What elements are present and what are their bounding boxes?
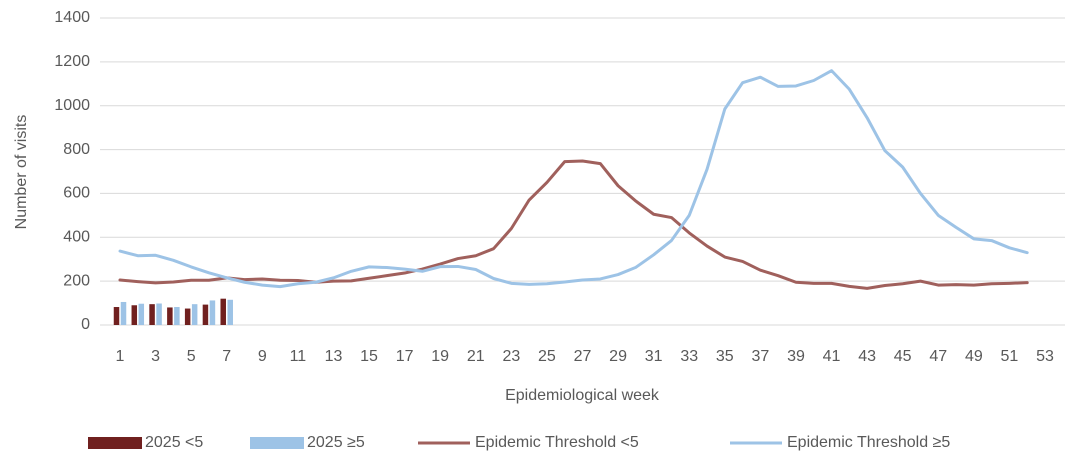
y-tick-label: 400 <box>63 229 90 246</box>
y-tick-label: 600 <box>63 185 90 202</box>
y-tick-label: 1400 <box>54 9 90 26</box>
y-tick-label: 800 <box>63 141 90 158</box>
bar <box>227 299 233 325</box>
x-tick-label: 1 <box>116 348 125 365</box>
bar <box>138 303 145 325</box>
x-tick-label: 23 <box>502 348 520 365</box>
x-tick-label: 9 <box>258 348 267 365</box>
x-tick-label: 41 <box>823 348 841 365</box>
x-tick-label: 53 <box>1036 348 1054 365</box>
bar <box>156 303 162 325</box>
legend-label: Epidemic Threshold <5 <box>475 434 639 451</box>
x-tick-label: 29 <box>609 348 627 365</box>
x-tick-label: 25 <box>538 348 556 365</box>
line <box>118 159 1029 290</box>
x-tick-label: 27 <box>574 348 592 365</box>
bar <box>120 301 127 325</box>
legend-swatch <box>250 437 304 449</box>
x-tick-label: 37 <box>751 348 769 365</box>
x-tick-label: 47 <box>929 348 947 365</box>
bar <box>131 305 138 325</box>
bar <box>167 307 173 325</box>
x-tick-label: 33 <box>680 348 698 365</box>
x-tick-label: 13 <box>325 348 343 365</box>
bar <box>209 300 216 325</box>
y-axis-label: Number of visits <box>13 115 30 230</box>
x-tick-label: 3 <box>151 348 160 365</box>
x-tick-label: 15 <box>360 348 378 365</box>
x-tick-label: 7 <box>222 348 231 365</box>
bar <box>149 304 155 325</box>
x-tick-label: 39 <box>787 348 805 365</box>
x-tick-label: 11 <box>290 348 307 365</box>
x-tick-label: 21 <box>467 348 485 365</box>
y-tick-label: 200 <box>63 272 90 289</box>
x-tick-label: 43 <box>858 348 876 365</box>
x-tick-label: 19 <box>431 348 449 365</box>
bar <box>174 307 180 325</box>
line <box>118 69 1029 289</box>
y-tick-label: 1200 <box>54 53 90 70</box>
x-tick-label: 5 <box>187 348 196 365</box>
legend-label: 2025 ≥5 <box>307 434 365 451</box>
legend-label: 2025 <5 <box>145 434 203 451</box>
y-tick-label: 0 <box>81 316 90 333</box>
legend-label: Epidemic Threshold ≥5 <box>787 434 950 451</box>
x-tick-label: 31 <box>645 348 663 365</box>
x-tick-label: 17 <box>396 348 414 365</box>
bar <box>113 307 120 325</box>
x-axis-label: Epidemiological week <box>505 387 660 404</box>
legend-swatch <box>88 437 142 449</box>
bar <box>220 298 226 325</box>
x-tick-label: 35 <box>716 348 734 365</box>
bar <box>202 304 209 325</box>
x-tick-label: 51 <box>1001 348 1019 365</box>
bar <box>184 308 191 325</box>
x-tick-label: 49 <box>965 348 983 365</box>
x-tick-label: 45 <box>894 348 912 365</box>
y-tick-label: 1000 <box>54 97 90 114</box>
bar <box>191 304 198 325</box>
